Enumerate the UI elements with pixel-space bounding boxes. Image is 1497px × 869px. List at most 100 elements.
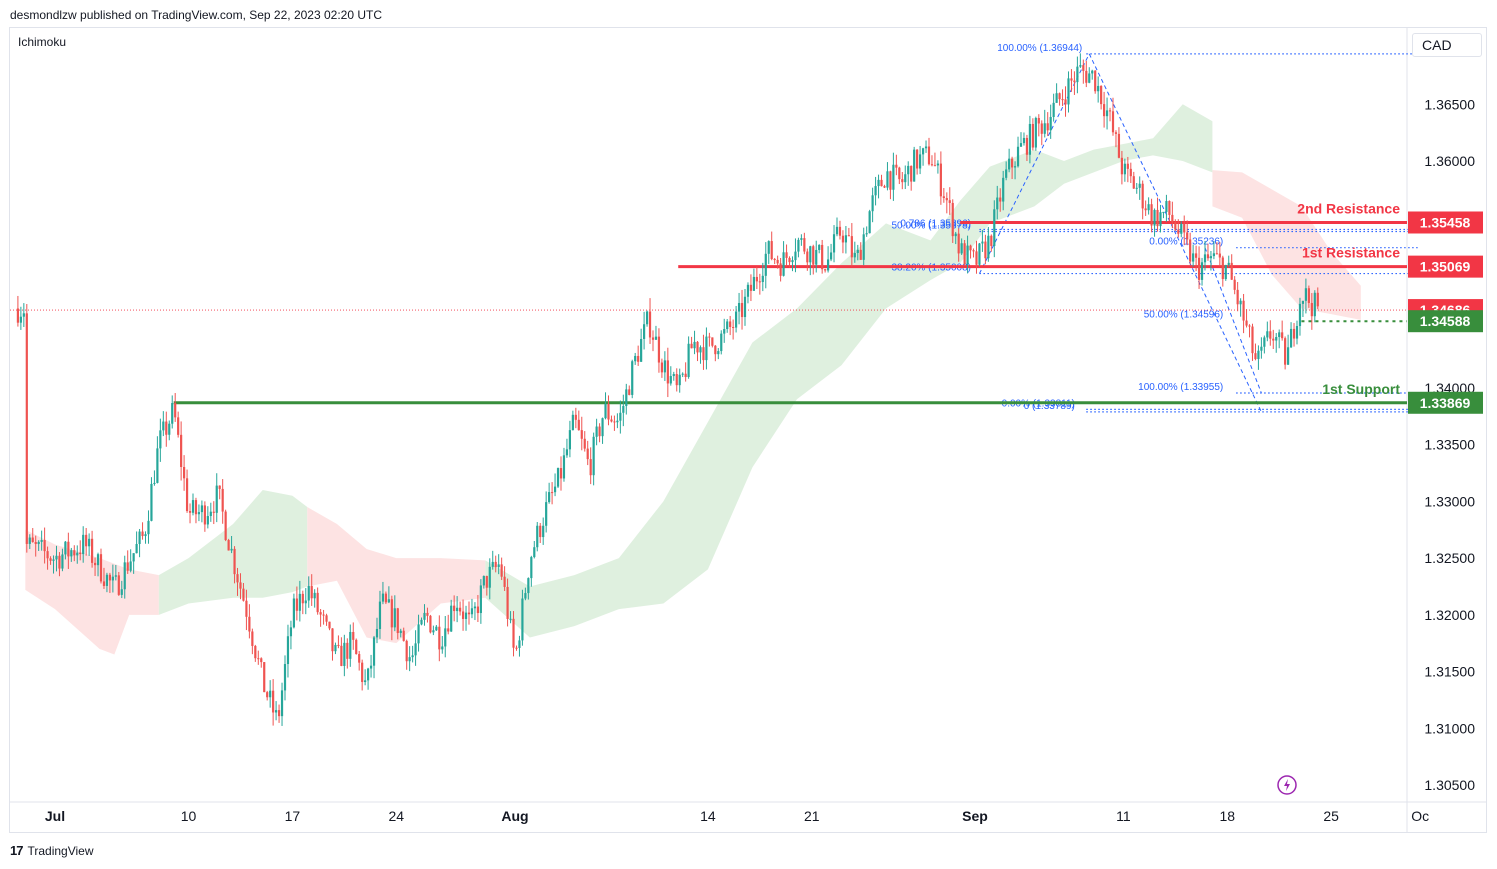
candle-body xyxy=(524,593,527,599)
candle-body xyxy=(978,243,981,265)
candle-body xyxy=(660,362,664,373)
candle-body xyxy=(159,430,162,449)
candle-body xyxy=(40,539,43,542)
candle-body xyxy=(1206,254,1210,259)
indicator-label[interactable]: Ichimoku xyxy=(18,35,67,49)
candle-body xyxy=(616,420,619,423)
candle-body xyxy=(476,606,480,614)
candle-body xyxy=(438,626,441,650)
candle-body xyxy=(1200,262,1204,280)
candle-body xyxy=(1055,93,1058,103)
candle-body xyxy=(358,654,361,663)
candle-body xyxy=(123,562,126,590)
candle-body xyxy=(64,541,67,555)
candle-body xyxy=(957,233,960,254)
y-tick-label: 1.30500 xyxy=(1424,777,1475,793)
y-tick-label: 1.33000 xyxy=(1424,493,1475,509)
candle-body xyxy=(550,492,554,494)
fib-label: 0 (1.33789) xyxy=(1024,401,1075,412)
candle-body xyxy=(921,148,925,155)
candle-body xyxy=(714,345,717,355)
candle-body xyxy=(1037,117,1040,124)
candle-body xyxy=(343,642,346,666)
candle-body xyxy=(1269,331,1272,339)
candle-body xyxy=(619,412,622,421)
candle-body xyxy=(809,246,812,263)
candle-body xyxy=(527,578,530,594)
candle-body xyxy=(307,586,310,601)
candle-body xyxy=(1275,337,1278,341)
candle-body xyxy=(399,630,402,634)
candle-body xyxy=(120,589,123,595)
candle-body xyxy=(987,235,990,259)
candle-body xyxy=(746,284,750,297)
x-tick-label: 18 xyxy=(1219,808,1235,824)
candle-body xyxy=(93,562,97,566)
candle-body xyxy=(1002,177,1005,202)
candle-body xyxy=(767,241,770,254)
currency-selector[interactable]: CAD xyxy=(1412,33,1482,57)
fib-label: 100.00% (1.36944) xyxy=(997,43,1082,54)
candle-body xyxy=(301,593,304,604)
fib-label: 50.00% (1.35378) xyxy=(891,221,971,232)
y-tick-label: 1.32000 xyxy=(1424,607,1475,623)
candle-body xyxy=(696,341,699,353)
candle-body xyxy=(414,643,417,656)
candle-body xyxy=(628,389,631,395)
candle-body xyxy=(640,338,643,362)
candle-body xyxy=(1019,143,1023,147)
time-axis: Jul 10 17 24 Aug 14 21 Sep 11 18 25 Oc xyxy=(45,808,1429,824)
lightning-bolt-shape xyxy=(1284,779,1290,791)
candle-body xyxy=(1310,303,1313,317)
candle-body xyxy=(877,179,880,187)
candle-body xyxy=(868,211,871,234)
candle-body xyxy=(720,333,723,352)
candle-body xyxy=(46,551,49,559)
candle-body xyxy=(1102,104,1106,117)
y-tick-label: 1.31500 xyxy=(1424,664,1475,680)
candle-body xyxy=(996,197,999,210)
y-tick-label: 1.33500 xyxy=(1424,437,1475,453)
candle-body xyxy=(797,239,800,252)
candle-body xyxy=(470,608,474,615)
candle-body xyxy=(1295,326,1299,339)
candles xyxy=(16,53,1319,726)
cloud-bull-segment xyxy=(485,104,1213,638)
candle-body xyxy=(298,593,301,611)
candle-body xyxy=(494,561,497,568)
candle-body xyxy=(1233,279,1236,290)
candle-body xyxy=(168,423,171,435)
candle-body xyxy=(1141,183,1144,209)
candle-body xyxy=(429,615,432,633)
fib-trend-line xyxy=(1088,53,1262,413)
candle-body xyxy=(1174,222,1177,230)
candle-body xyxy=(180,434,183,467)
candle-body xyxy=(1263,337,1266,347)
candle-body xyxy=(723,329,726,334)
candle-body xyxy=(1147,204,1150,211)
candle-body xyxy=(239,582,242,589)
candle-body xyxy=(1177,229,1180,234)
candle-body xyxy=(788,257,791,263)
candle-body xyxy=(88,538,91,547)
candle-body xyxy=(289,627,293,637)
candle-body xyxy=(132,553,135,562)
support-resistance-levels: 2nd Resistance 1st Resistance 1st Support xyxy=(10,200,1407,405)
candle-body xyxy=(625,389,628,406)
candle-body xyxy=(948,200,951,203)
candle-body xyxy=(1013,166,1017,168)
candle-body xyxy=(687,343,690,378)
candle-body xyxy=(969,245,972,251)
support-price-tag xyxy=(1408,310,1483,333)
candle-body xyxy=(1135,187,1138,189)
candle-body xyxy=(156,448,159,483)
candle-body xyxy=(263,662,266,693)
candle-body xyxy=(182,466,186,479)
candle-body xyxy=(58,555,61,569)
candle-body xyxy=(277,710,281,717)
candle-body xyxy=(1100,85,1103,105)
candle-body xyxy=(1254,353,1257,360)
candle-body xyxy=(803,238,806,252)
candle-body xyxy=(1144,208,1147,211)
